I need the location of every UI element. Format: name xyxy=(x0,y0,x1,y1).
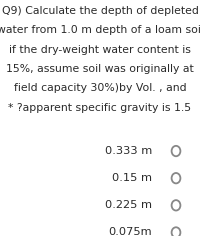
Text: water from 1.0 m depth of a loam soil: water from 1.0 m depth of a loam soil xyxy=(0,25,200,35)
Text: Q9) Calculate the depth of depleted: Q9) Calculate the depth of depleted xyxy=(2,6,198,16)
Text: if the dry-weight water content is: if the dry-weight water content is xyxy=(9,45,191,55)
Text: 0.075m: 0.075m xyxy=(108,228,152,236)
Text: 0.333 m: 0.333 m xyxy=(105,146,152,156)
Text: 0.15 m: 0.15 m xyxy=(112,173,152,183)
Text: field capacity 30%)by Vol. , and: field capacity 30%)by Vol. , and xyxy=(14,83,186,93)
Text: 15%, assume soil was originally at: 15%, assume soil was originally at xyxy=(6,64,194,74)
Text: 0.225 m: 0.225 m xyxy=(105,200,152,210)
Text: * ?apparent specific gravity is 1.5: * ?apparent specific gravity is 1.5 xyxy=(8,103,192,113)
